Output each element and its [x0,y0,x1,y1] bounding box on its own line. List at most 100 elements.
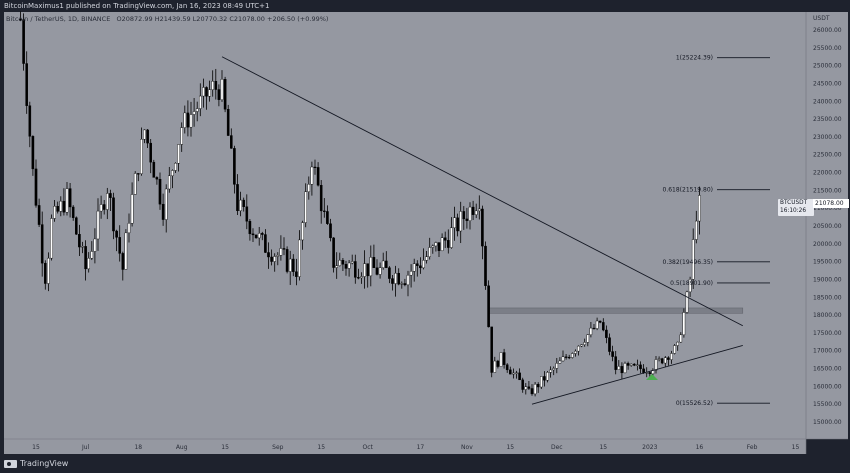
y-tick-label: 19500.00 [813,259,842,266]
candle-up [574,350,577,354]
candle-up [440,237,444,251]
candle-down [319,185,323,212]
candle-up [350,261,354,264]
candle-down [161,203,165,220]
candle-down [118,237,121,254]
candle-up [208,89,211,97]
candle-down [416,263,419,266]
y-tick-label: 23000.00 [813,134,842,141]
chart-plot-area[interactable] [4,12,806,439]
price-axis[interactable] [806,12,848,439]
x-tick-label: Sep [272,444,284,451]
symbol-name: Bitcoin / TetherUS, 1D, BINANCE [6,15,111,23]
candle-up [288,258,292,272]
candle-up [434,242,438,247]
x-tick-label: 2023 [642,444,657,451]
candle-up [180,127,184,145]
fib-level-label: 0.5(18901.90) [670,280,713,287]
ohlc-values: O20872.99 H21439.59 L20770.32 C21078.00 … [116,15,329,23]
candle-down [233,148,236,185]
descending-trendline[interactable] [221,56,744,327]
candle-down [264,234,267,253]
candle-up [499,352,503,367]
candle-up [409,271,413,276]
candle-down [155,177,159,180]
candle-up [298,239,301,277]
candle-up [171,170,174,177]
candle-up [549,369,552,373]
candle-up [555,363,559,369]
candle-down [536,384,540,388]
y-tick-label: 24500.00 [813,80,842,87]
y-tick-label: 18000.00 [813,312,842,319]
candle-down [639,364,642,370]
candle-up [239,199,242,212]
candle-down [37,205,41,225]
y-tick-label: 23500.00 [813,116,842,123]
candle-down [44,262,47,284]
candle-down [592,327,596,330]
candle-down [527,386,531,389]
candle-up [93,238,97,252]
candle-up [425,256,428,261]
candle-up [422,260,425,269]
candle-down [462,211,466,220]
x-tick-label: 15 [599,444,607,451]
publish-header: BitcoinMaximus1 published on TradingView… [4,2,270,10]
candle-down [251,233,255,236]
candle-up [360,276,363,279]
candle-up [273,256,277,262]
ascending-trendline[interactable] [531,344,743,405]
tradingview-branding[interactable]: TradingView [4,459,68,468]
candle-down [71,206,75,218]
candle-down [388,267,391,279]
candle-up [673,345,676,354]
candle-down [214,81,218,90]
fib-level-label: 0(15526.52) [676,400,713,407]
candle-up [65,188,69,213]
candle-down [567,356,571,359]
candle-up [257,233,261,239]
candle-up [140,139,143,174]
y-tick-label: 21000.00 [813,205,842,212]
candle-down [487,285,490,328]
candle-down [292,258,295,272]
time-axis[interactable] [4,439,806,454]
candle-up [412,263,416,272]
candle-down [611,351,614,357]
candle-down [270,256,273,262]
candle-down [391,278,394,284]
candle-down [236,184,239,212]
candle-down [403,283,407,286]
candle-down [78,234,81,248]
candle-down [543,376,546,381]
candle-down [295,271,298,277]
candle-up [363,263,366,277]
candle-up [512,372,515,375]
candle-down [136,173,140,175]
candle-up [198,95,202,109]
candle-up [474,210,478,215]
candle-up [369,257,373,277]
candle-down [40,224,44,264]
candle-up [580,344,583,347]
candle-down [242,199,246,207]
candle-down [329,223,332,239]
candle-up [174,163,177,171]
candle-up [577,345,580,352]
candle-down [471,206,475,215]
y-tick-label: 16000.00 [813,383,842,390]
candle-up [453,217,456,229]
candle-up [595,320,599,329]
candle-up [335,265,339,268]
candle-down [484,245,487,286]
candle-up [220,79,224,100]
candle-down [313,166,317,169]
x-tick-label: Aug [176,444,188,451]
candle-down [521,379,524,390]
candle-up [654,359,658,371]
candle-up [636,364,639,366]
candle-up [695,220,698,240]
candle-down [372,257,376,268]
